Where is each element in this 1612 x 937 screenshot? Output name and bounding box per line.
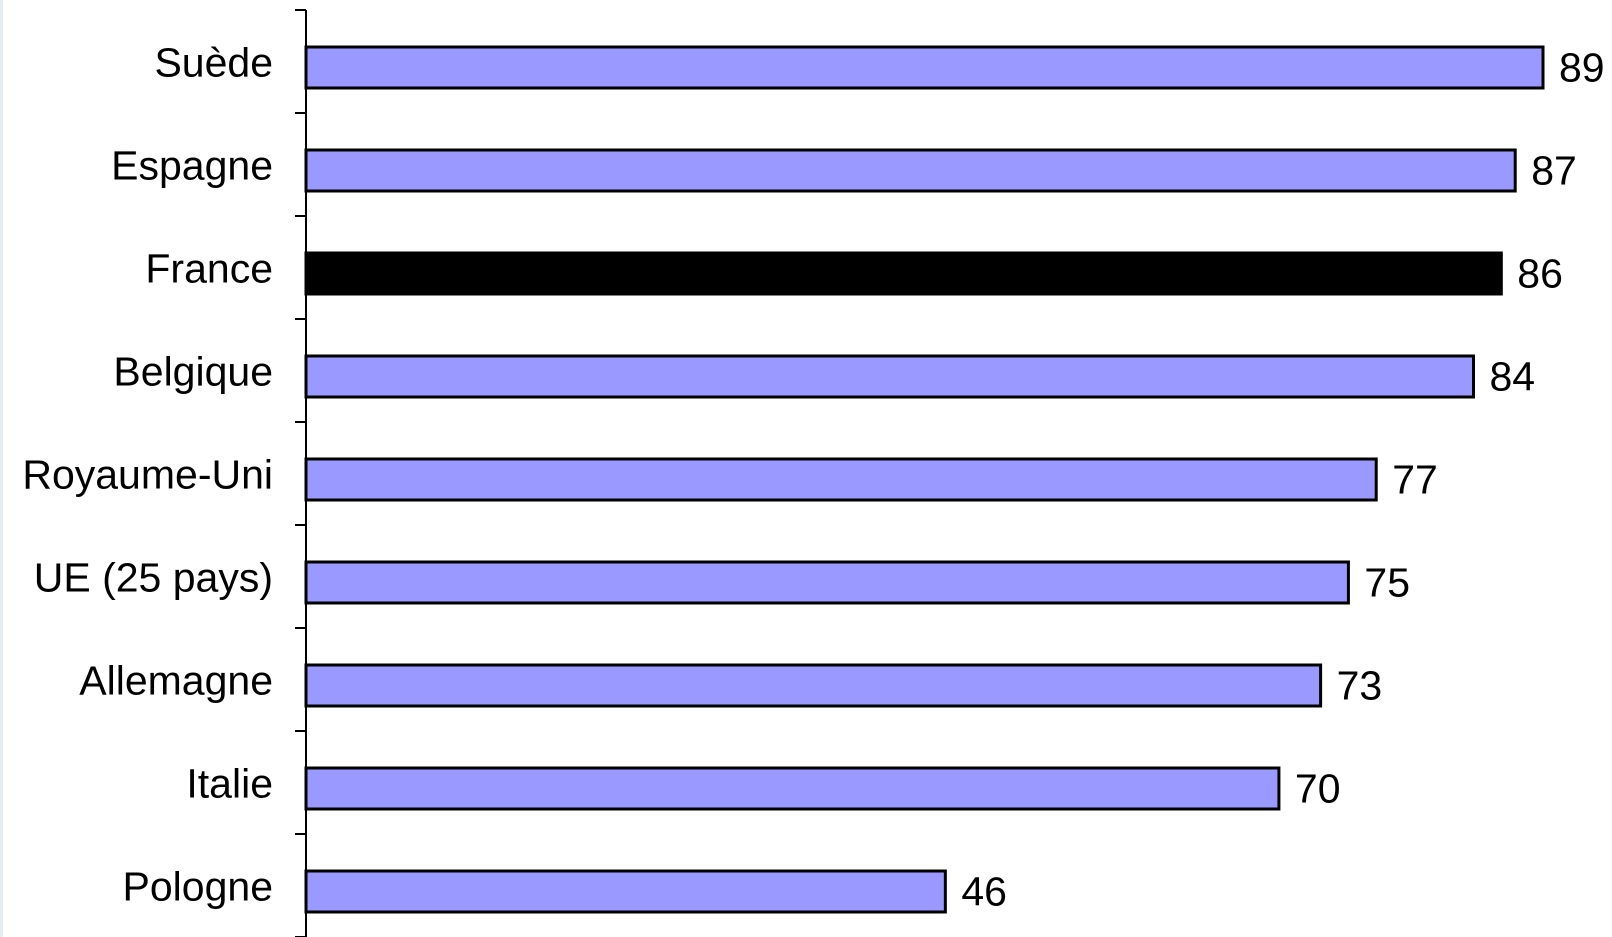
category-label: Suède [154, 40, 273, 86]
bar-9 [304, 869, 947, 914]
category-label: Pologne [123, 864, 273, 910]
bars-group [304, 45, 1545, 914]
category-label: Royaume-Uni [22, 452, 273, 498]
bar-2 [304, 148, 1517, 193]
category-label: Italie [186, 761, 273, 807]
bar-5 [304, 457, 1378, 502]
bar-7 [304, 663, 1323, 708]
category-labels: Suède Espagne France Belgique Royaume-Uni UE … [22, 40, 273, 910]
value-label: 77 [1392, 457, 1438, 503]
category-label: UE (25 pays) [34, 555, 273, 601]
category-label: Espagne [111, 143, 273, 189]
value-label: 86 [1517, 251, 1563, 297]
category-axis [295, 9, 307, 937]
value-label: 87 [1531, 148, 1577, 194]
value-label: 46 [961, 869, 1007, 915]
bar-6 [304, 560, 1350, 605]
category-label: Belgique [113, 349, 273, 395]
value-label: 84 [1490, 354, 1536, 400]
value-label: 89 [1559, 45, 1605, 91]
bar-1 [304, 45, 1545, 90]
chart-frame-left [0, 0, 3, 937]
category-label: Allemagne [79, 658, 273, 704]
value-label: 73 [1337, 663, 1383, 709]
value-label: 70 [1295, 766, 1341, 812]
value-labels: 89 87 86 84 77 75 73 70 46 [961, 45, 1604, 915]
category-label: France [145, 246, 273, 292]
bar-4 [304, 354, 1476, 399]
bar-8 [304, 766, 1281, 811]
bar-3 [304, 251, 1503, 296]
value-label: 75 [1364, 560, 1410, 606]
